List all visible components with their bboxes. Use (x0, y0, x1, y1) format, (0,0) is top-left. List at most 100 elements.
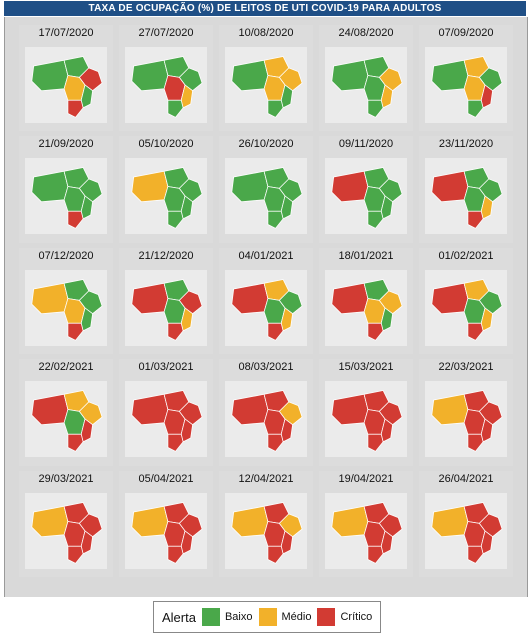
map-region (331, 505, 369, 537)
map-region (267, 545, 284, 564)
brazil-map (25, 269, 107, 346)
map-panel: 19/04/2021 (319, 470, 413, 577)
brazil-map-svg (31, 278, 103, 341)
map-panel: 12/04/2021 (219, 470, 313, 577)
brazil-map (225, 381, 307, 458)
map-region (131, 171, 169, 203)
map-region (331, 394, 369, 426)
map-date-label: 08/03/2021 (238, 361, 294, 374)
map-date-label: 27/07/2020 (138, 27, 194, 39)
map-region (331, 59, 369, 92)
legend-label-medio: Médio (281, 611, 312, 623)
map-date-label: 12/04/2021 (238, 472, 294, 485)
brazil-map-svg (331, 56, 403, 118)
map-panel: 08/03/2021 (219, 359, 313, 466)
map-region (167, 211, 184, 230)
map-panel: 27/07/2020 (119, 25, 213, 132)
brazil-map (325, 492, 407, 569)
map-panel: 15/03/2021 (319, 359, 413, 466)
map-region (67, 545, 84, 564)
brazil-map-svg (431, 167, 503, 230)
map-region (267, 211, 284, 230)
brazil-map (425, 158, 507, 235)
figure-title: TAXA DE OCUPAÇÃO (%) DE LEITOS DE UTI CO… (4, 1, 526, 16)
brazil-map-svg (331, 390, 403, 452)
map-region (367, 545, 384, 564)
map-region (31, 394, 69, 426)
brazil-map (25, 381, 107, 458)
map-region (431, 59, 469, 92)
map-panel: 22/03/2021 (419, 359, 513, 466)
brazil-map-svg (431, 390, 503, 452)
brazil-map-svg (231, 501, 303, 564)
brazil-map (225, 492, 307, 569)
brazil-map (425, 269, 507, 346)
brazil-map (425, 47, 507, 123)
map-region (31, 59, 69, 92)
brazil-map-svg (31, 56, 103, 118)
map-date-label: 29/03/2021 (38, 472, 94, 485)
map-panel: 01/02/2021 (419, 247, 513, 355)
legend-item-medio: Médio (258, 608, 312, 626)
map-panel: 05/10/2020 (119, 136, 213, 243)
brazil-map-svg (131, 167, 203, 230)
map-date-label: 10/08/2020 (238, 27, 294, 39)
map-panel: 17/07/2020 (19, 25, 113, 132)
map-panel: 07/12/2020 (19, 247, 113, 355)
brazil-map (225, 47, 307, 123)
brazil-map-svg (331, 167, 403, 230)
map-panel: 24/08/2020 (319, 25, 413, 132)
map-panel: 22/02/2021 (19, 359, 113, 466)
brazil-map (125, 381, 207, 458)
map-region (67, 434, 84, 452)
map-date-label: 05/10/2020 (138, 138, 194, 151)
brazil-map-svg (131, 278, 203, 341)
map-region (267, 99, 284, 118)
map-region (131, 505, 169, 537)
map-region (231, 505, 269, 537)
map-date-label: 17/07/2020 (38, 27, 94, 39)
map-region (331, 282, 369, 314)
brazil-map-svg (131, 390, 203, 452)
map-region (367, 322, 384, 341)
map-date-label: 15/03/2021 (338, 361, 394, 374)
map-date-label: 19/04/2021 (338, 472, 394, 485)
legend-swatch-baixo (201, 608, 220, 626)
map-panel: 18/01/2021 (319, 247, 413, 355)
map-region (467, 545, 484, 564)
map-date-label: 07/12/2020 (38, 249, 94, 262)
map-date-label: 22/02/2021 (38, 361, 94, 374)
maps-grid: 17/07/2020 27/07/2020 10/08/2020 24/08/2020… (19, 25, 513, 577)
brazil-map (25, 47, 107, 123)
brazil-map (125, 269, 207, 346)
brazil-map (25, 492, 107, 569)
map-panel: 10/08/2020 (219, 25, 313, 132)
brazil-map-svg (431, 501, 503, 564)
brazil-map-svg (331, 278, 403, 341)
brazil-map (125, 158, 207, 235)
map-region (431, 394, 469, 426)
brazil-map (25, 158, 107, 235)
legend-label-baixo: Baixo (224, 611, 253, 623)
map-region (467, 211, 484, 230)
map-region (431, 171, 469, 203)
maps-panel: 17/07/2020 27/07/2020 10/08/2020 24/08/2020… (4, 17, 528, 597)
brazil-map-svg (231, 390, 303, 452)
brazil-map-svg (231, 167, 303, 230)
map-panel: 07/09/2020 (419, 25, 513, 132)
map-region (267, 434, 284, 452)
map-panel: 21/09/2020 (19, 136, 113, 243)
map-date-label: 01/03/2021 (138, 361, 194, 374)
map-region (67, 322, 84, 341)
legend-label-critico: Crítico (340, 611, 373, 623)
legend-item-baixo: Baixo (201, 608, 253, 626)
map-panel: 23/11/2020 (419, 136, 513, 243)
map-region (431, 282, 469, 314)
map-date-label: 01/02/2021 (438, 249, 494, 262)
map-date-label: 09/11/2020 (338, 138, 394, 151)
map-date-label: 04/01/2021 (238, 249, 294, 262)
brazil-map-svg (431, 56, 503, 118)
map-region (31, 505, 69, 537)
map-region (367, 434, 384, 452)
map-region (167, 322, 184, 341)
